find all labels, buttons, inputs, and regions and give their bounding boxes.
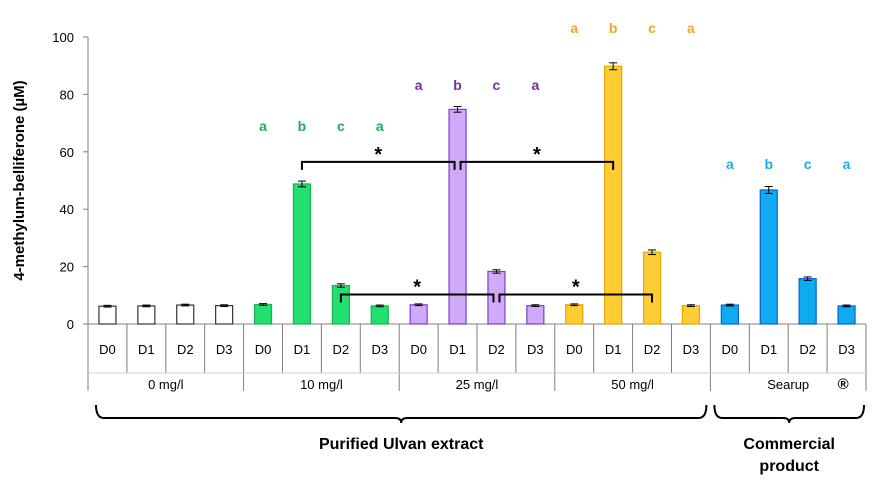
significance-letter: b xyxy=(764,156,773,172)
x-group-label: 25 mg/l xyxy=(456,377,499,392)
y-tick-label: 80 xyxy=(60,87,74,102)
bar xyxy=(253,303,273,325)
significance-letter: a xyxy=(531,77,539,93)
significance-letter: a xyxy=(376,118,384,134)
x-group-label: 10 mg/l xyxy=(300,377,343,392)
x-category-label: D1 xyxy=(449,342,466,357)
brace-label: product xyxy=(759,458,819,475)
x-category-label: D1 xyxy=(138,342,155,357)
x-category-label: D3 xyxy=(216,342,233,357)
significance-letter: b xyxy=(453,77,462,93)
significance-letter: a xyxy=(570,20,578,36)
significance-letter: a xyxy=(843,156,851,172)
y-tick-label: 60 xyxy=(60,145,74,160)
x-group-label-suffix: ® xyxy=(838,376,849,393)
comparison-bracket xyxy=(498,293,654,303)
x-category-label: D2 xyxy=(177,342,194,357)
comparison-bracket xyxy=(300,160,456,170)
comparison-star: * xyxy=(413,276,421,298)
x-category-label: D3 xyxy=(683,342,700,357)
bar xyxy=(176,304,195,325)
x-group-label: 0 mg/l xyxy=(148,377,184,392)
x-category-label: D0 xyxy=(722,342,739,357)
significance-letter: a xyxy=(415,77,423,93)
comparison-bracket xyxy=(339,293,495,303)
bar xyxy=(565,304,584,325)
bar xyxy=(720,304,739,325)
y-axis-title: 4-methylum-belliferone (µM) xyxy=(11,80,28,280)
significance-letter: a xyxy=(259,118,267,134)
x-category-label: D2 xyxy=(333,342,350,357)
bar xyxy=(487,270,506,325)
significance-letter: b xyxy=(298,118,307,134)
x-category-label: D1 xyxy=(294,342,311,357)
significance-letter: c xyxy=(493,77,501,93)
x-category-label: D0 xyxy=(99,342,116,357)
brace-label: Purified Ulvan extract xyxy=(319,436,484,453)
group-brace xyxy=(95,404,708,424)
bar xyxy=(642,251,662,325)
y-tick-label: 20 xyxy=(60,260,74,275)
x-category-label: D0 xyxy=(410,342,427,357)
bar xyxy=(526,305,545,325)
bar xyxy=(292,183,312,325)
x-category-label: D2 xyxy=(644,342,661,357)
x-category-label: D3 xyxy=(527,342,544,357)
y-tick-label: 40 xyxy=(60,202,74,217)
x-group-label: Searup xyxy=(767,377,809,392)
y-tick-label: 100 xyxy=(52,30,74,45)
bar xyxy=(137,305,156,325)
brace-label: Commercial xyxy=(743,436,835,453)
comparison-star: * xyxy=(572,276,580,298)
bar xyxy=(370,305,389,325)
bar xyxy=(215,305,234,325)
comparison-bracket xyxy=(459,160,615,170)
x-group-label: 50 mg/l xyxy=(611,377,654,392)
bar xyxy=(681,305,701,325)
x-category-label: D2 xyxy=(799,342,816,357)
x-category-label: D3 xyxy=(371,342,388,357)
bar xyxy=(448,108,467,325)
bar xyxy=(409,304,428,325)
x-category-label: D2 xyxy=(488,342,505,357)
significance-letter: a xyxy=(687,20,695,36)
bar xyxy=(604,65,623,325)
comparison-star: * xyxy=(374,144,382,166)
significance-letter: c xyxy=(337,118,345,134)
x-category-label: D1 xyxy=(605,342,622,357)
significance-letter: a xyxy=(726,156,734,172)
comparison-star: * xyxy=(533,144,541,166)
y-tick-label: 0 xyxy=(67,317,74,332)
x-category-label: D0 xyxy=(566,342,583,357)
significance-letter: c xyxy=(648,20,656,36)
x-category-label: D1 xyxy=(760,342,777,357)
bar xyxy=(837,305,856,325)
x-category-label: D0 xyxy=(255,342,272,357)
significance-letter: b xyxy=(609,20,618,36)
bar xyxy=(798,278,817,325)
bar xyxy=(98,305,117,325)
bar xyxy=(759,189,778,325)
significance-letter: c xyxy=(804,156,812,172)
x-category-label: D3 xyxy=(838,342,855,357)
group-brace xyxy=(713,404,865,424)
bar xyxy=(331,284,350,325)
